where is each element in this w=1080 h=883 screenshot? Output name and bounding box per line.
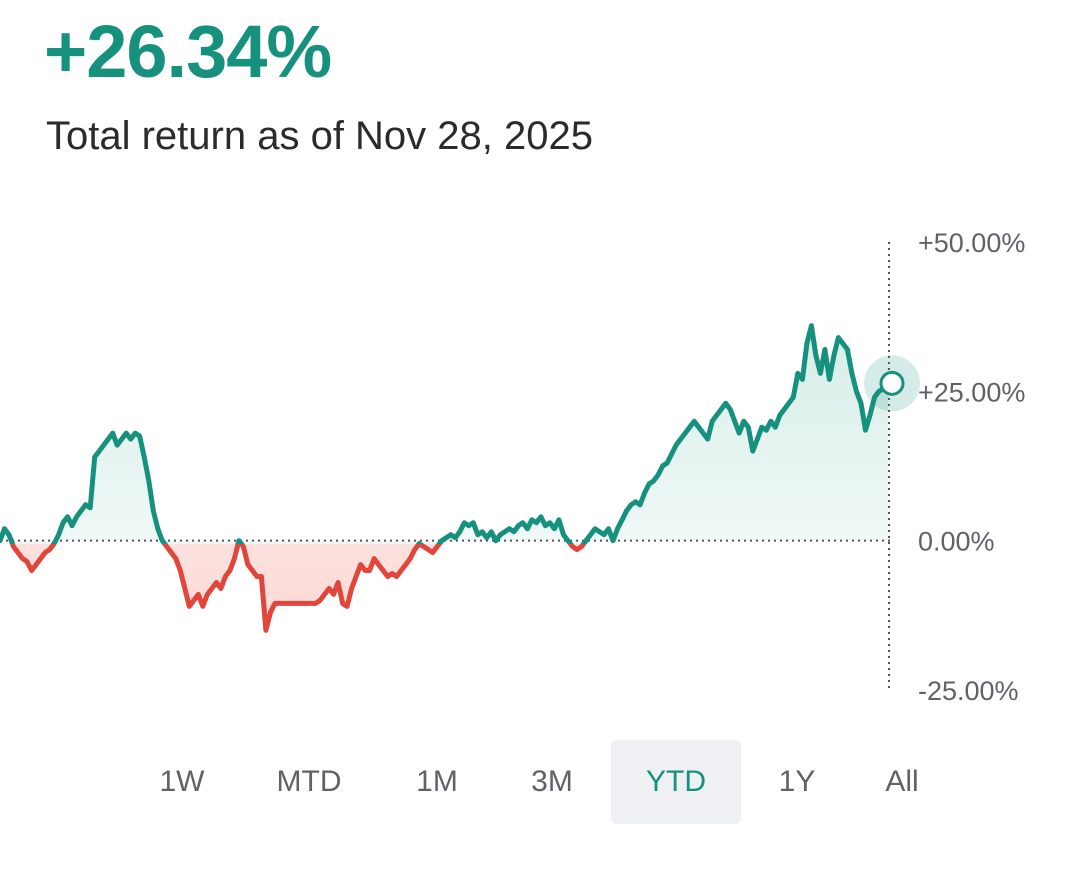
y-tick-label: -25.00% bbox=[918, 676, 1019, 706]
range-button-3m[interactable]: 3M bbox=[531, 765, 573, 798]
total-return-value: +26.34% bbox=[44, 10, 332, 93]
positive-area-fill bbox=[0, 325, 888, 544]
range-button-all[interactable]: All bbox=[885, 765, 919, 798]
y-tick-label: +50.00% bbox=[918, 228, 1025, 258]
range-button-1m[interactable]: 1M bbox=[416, 765, 458, 798]
return-chart: +50.00% +25.00% 0.00% -25.00% bbox=[0, 228, 1025, 706]
range-button-mtd[interactable]: MTD bbox=[276, 765, 342, 798]
total-return-subtitle: Total return as of Nov 28, 2025 bbox=[46, 114, 593, 158]
range-button-1y[interactable]: 1Y bbox=[778, 765, 816, 798]
time-range-selector: 1W MTD 1M 3M YTD 1Y All bbox=[132, 740, 952, 824]
return-line-positive bbox=[0, 323, 891, 544]
range-button-ytd[interactable]: YTD bbox=[611, 740, 741, 824]
current-value-marker[interactable] bbox=[879, 370, 905, 396]
negative-area-fill bbox=[12, 544, 584, 631]
range-button-1w[interactable]: 1W bbox=[159, 765, 205, 798]
y-tick-label: 0.00% bbox=[918, 527, 995, 557]
y-tick-label: +25.00% bbox=[918, 377, 1025, 407]
